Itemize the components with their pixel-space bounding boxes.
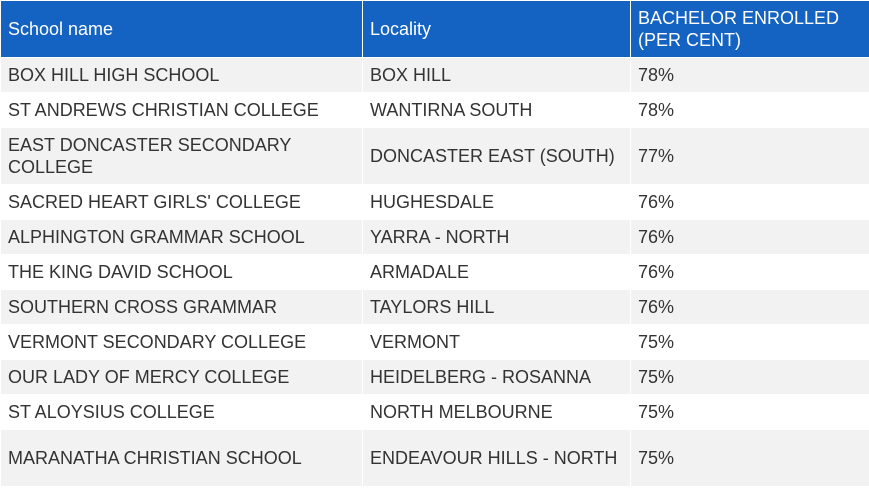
table-cell: 76% bbox=[630, 254, 869, 290]
table-cell: YARRA - NORTH bbox=[362, 219, 631, 255]
table-cell: BOX HILL HIGH SCHOOL bbox=[0, 57, 363, 93]
table-cell: HEIDELBERG - ROSANNA bbox=[362, 359, 631, 395]
table-cell: 75% bbox=[630, 359, 869, 395]
table-cell: 78% bbox=[630, 92, 869, 128]
table-cell: BOX HILL bbox=[362, 57, 631, 93]
table-cell: ENDEAVOUR HILLS - NORTH bbox=[362, 429, 631, 487]
table-cell: 75% bbox=[630, 394, 869, 430]
header-cell: BACHELOR ENROLLED (PER CENT) bbox=[630, 0, 869, 58]
table-row: THE KING DAVID SCHOOL ARMADALE 76% bbox=[0, 254, 869, 290]
header-row: School name Locality BACHELOR ENROLLED (… bbox=[0, 0, 869, 58]
table-row: BOX HILL HIGH SCHOOL BOX HILL 78% bbox=[0, 57, 869, 93]
table-cell: ARMADALE bbox=[362, 254, 631, 290]
header-cell: School name bbox=[0, 0, 363, 58]
table-row: EAST DONCASTER SECONDARY COLLEGE DONCASTE… bbox=[0, 127, 869, 185]
table-cell: VERMONT SECONDARY COLLEGE bbox=[0, 324, 363, 360]
table-row: ST ANDREWS CHRISTIAN COLLEGE WANTIRNA SOU… bbox=[0, 92, 869, 128]
table-cell: NORTH MELBOURNE bbox=[362, 394, 631, 430]
table-cell: EAST DONCASTER SECONDARY COLLEGE bbox=[0, 127, 363, 185]
table-cell: 75% bbox=[630, 429, 869, 487]
table-cell: ALPHINGTON GRAMMAR SCHOOL bbox=[0, 219, 363, 255]
table-cell: 75% bbox=[630, 324, 869, 360]
header-cell: Locality bbox=[362, 0, 631, 58]
table-cell: SOUTHERN CROSS GRAMMAR bbox=[0, 289, 363, 325]
table-cell: ST ANDREWS CHRISTIAN COLLEGE bbox=[0, 92, 363, 128]
table-cell: DONCASTER EAST (SOUTH) bbox=[362, 127, 631, 185]
table-row: SOUTHERN CROSS GRAMMAR TAYLORS HILL 76% bbox=[0, 289, 869, 325]
table-row: OUR LADY OF MERCY COLLEGE HEIDELBERG - RO… bbox=[0, 359, 869, 395]
table-row: ALPHINGTON GRAMMAR SCHOOL YARRA - NORTH 76… bbox=[0, 219, 869, 255]
table-row: VERMONT SECONDARY COLLEGE VERMONT 75% bbox=[0, 324, 869, 360]
table-row: ST ALOYSIUS COLLEGE NORTH MELBOURNE 75% bbox=[0, 394, 869, 430]
table-cell: SACRED HEART GIRLS' COLLEGE bbox=[0, 184, 363, 220]
table-cell: HUGHESDALE bbox=[362, 184, 631, 220]
table-cell: 76% bbox=[630, 184, 869, 220]
table-cell: VERMONT bbox=[362, 324, 631, 360]
table-cell: MARANATHA CHRISTIAN SCHOOL bbox=[0, 429, 363, 487]
table-row: SACRED HEART GIRLS' COLLEGE HUGHESDALE 76% bbox=[0, 184, 869, 220]
table-cell: 77% bbox=[630, 127, 869, 185]
table-body: BOX HILL HIGH SCHOOL BOX HILL 78% ST ANDREW… bbox=[0, 57, 869, 487]
table-cell: TAYLORS HILL bbox=[362, 289, 631, 325]
table-cell: 76% bbox=[630, 219, 869, 255]
table-row: MARANATHA CHRISTIAN SCHOOL ENDEAVOUR HILL… bbox=[0, 429, 869, 487]
table-cell: THE KING DAVID SCHOOL bbox=[0, 254, 363, 290]
table-cell: WANTIRNA SOUTH bbox=[362, 92, 631, 128]
table-cell: ST ALOYSIUS COLLEGE bbox=[0, 394, 363, 430]
table-cell: OUR LADY OF MERCY COLLEGE bbox=[0, 359, 363, 395]
table-cell: 76% bbox=[630, 289, 869, 325]
table-cell: 78% bbox=[630, 57, 869, 93]
